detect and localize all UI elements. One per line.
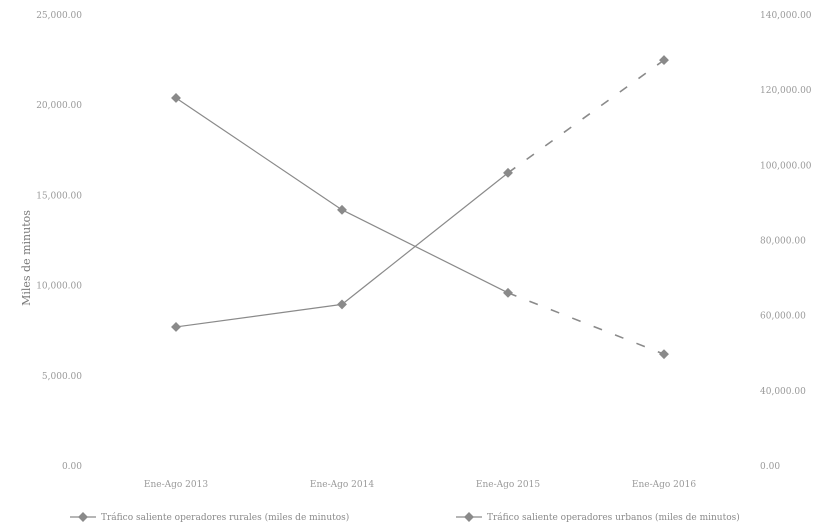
series-1-point: [659, 349, 669, 360]
y-right-tick-label: 60,000.00: [760, 312, 806, 322]
series-2-point: [337, 299, 347, 310]
series-layer: [171, 55, 669, 360]
y-left-tick-label: 10,000.00: [36, 282, 82, 292]
x-tick-label: Ene-Ago 2014: [310, 480, 374, 490]
y-right-tick-label: 140,000.00: [760, 11, 812, 21]
y-left-tick-label: 20,000.00: [36, 101, 82, 111]
series-1-point: [503, 287, 513, 298]
series-1-point: [171, 93, 181, 103]
legend-swatch-marker: [464, 512, 474, 522]
legend-swatch-marker: [78, 512, 88, 522]
series-2-segment: [341, 172, 509, 305]
y-axis-left-ticks: 25,000.00 20,000.00 15,000.00 10,000.00 5,00…: [36, 11, 82, 472]
y-left-tick-label: 5,000.00: [42, 372, 82, 382]
series-1-segment: [507, 292, 665, 355]
y-left-tick-label: 0.00: [62, 462, 82, 472]
series-2-segment: [175, 303, 343, 328]
y-right-tick-label: 0.00: [760, 462, 780, 472]
series-2-point: [503, 167, 513, 178]
y-right-tick-label: 120,000.00: [760, 86, 812, 96]
x-tick-label: Ene-Ago 2013: [144, 480, 208, 490]
y-right-tick-label: 40,000.00: [760, 387, 806, 397]
y-axis-right-ticks: 140,000.00 120,000.00 100,000.00 80,000.00 6…: [760, 11, 812, 472]
series-2-point: [659, 55, 669, 66]
series-1-segment: [175, 97, 343, 211]
y-left-tick-label: 25,000.00: [36, 11, 82, 21]
y-axis-title: Miles de minutos: [20, 210, 33, 306]
x-axis-ticks: Ene-Ago 2013 Ene-Ago 2014 Ene-Ago 2015 Ene-…: [144, 480, 696, 490]
legend-label: Tráfico saliente operadores urbanos (mil…: [487, 512, 740, 523]
y-left-tick-label: 15,000.00: [36, 191, 82, 201]
x-tick-label: Ene-Ago 2015: [476, 480, 540, 490]
legend-label: Tráfico saliente operadores rurales (mil…: [101, 512, 349, 523]
y-right-tick-label: 80,000.00: [760, 237, 806, 247]
x-tick-label: Ene-Ago 2016: [632, 480, 696, 490]
series-2-point: [171, 321, 181, 332]
series-1-segment: [341, 209, 509, 294]
y-right-tick-label: 100,000.00: [760, 161, 812, 171]
series-2-segment: [507, 59, 665, 174]
series-1-point: [337, 204, 347, 215]
legend: Tráfico saliente operadores rurales (mil…: [70, 512, 740, 523]
